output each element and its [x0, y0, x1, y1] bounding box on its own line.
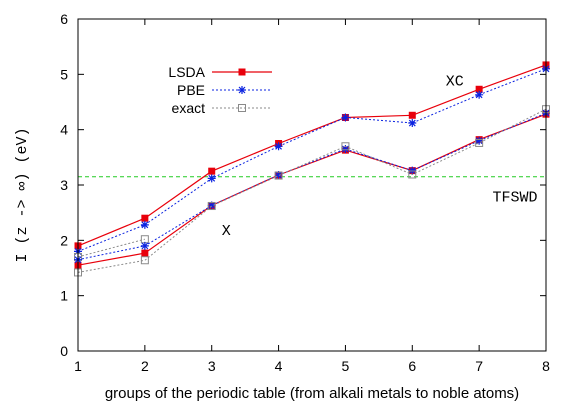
data-point — [274, 171, 283, 180]
data-point — [238, 86, 246, 94]
y-tick-label: 5 — [60, 66, 68, 82]
annotations: XC X TFSWD — [222, 73, 538, 239]
data-point — [274, 142, 283, 151]
data-point — [475, 136, 484, 145]
x-tick-label: 2 — [141, 358, 149, 374]
data-point — [238, 104, 246, 112]
x-tick-label: 3 — [208, 358, 216, 374]
y-tick-label: 6 — [60, 11, 68, 27]
data-point — [408, 111, 416, 119]
data-point — [207, 202, 216, 211]
legend: LSDA PBE exact — [168, 64, 272, 116]
series-line — [77, 68, 547, 252]
plot-frame — [77, 18, 547, 352]
data-point — [475, 138, 484, 147]
y-axis-label: I (z -> ∞) (eV) — [14, 127, 31, 262]
data-point — [208, 167, 216, 175]
data-point — [341, 113, 350, 122]
data-point — [207, 174, 216, 183]
x-tick-label: 5 — [342, 358, 350, 374]
y-tick-label: 4 — [60, 122, 68, 138]
y-tick-label: 2 — [60, 232, 68, 248]
series-line — [77, 238, 146, 258]
x-tick-label: 4 — [275, 358, 283, 374]
y-ticks: 0 1 2 3 4 5 6 — [60, 11, 546, 359]
data-point — [341, 145, 350, 154]
x-tick-label: 7 — [475, 358, 483, 374]
data-point — [141, 249, 149, 257]
x-tick-label: 8 — [542, 358, 550, 374]
series-line — [77, 113, 547, 266]
data-point — [408, 119, 417, 128]
annotation-tfswd: TFSWD — [493, 190, 538, 207]
annotation-xc: XC — [446, 73, 464, 90]
series-line — [77, 108, 547, 273]
series-line — [77, 112, 547, 261]
x-tick-label: 1 — [74, 358, 82, 374]
data-point — [475, 90, 484, 99]
series-line — [77, 64, 547, 247]
data-point — [238, 68, 246, 76]
series-x-exact — [74, 105, 550, 277]
series-xc-lsda — [74, 61, 550, 250]
annotation-x: X — [222, 223, 231, 240]
x-axis-label: groups of the periodic table (from alkal… — [105, 385, 519, 402]
data-point — [475, 85, 483, 93]
legend-label: LSDA — [168, 64, 205, 80]
legend-label: PBE — [177, 82, 205, 98]
y-tick-label: 1 — [60, 288, 68, 304]
data-point — [140, 241, 149, 250]
series-xc-pbe — [74, 64, 550, 256]
x-ticks: 1 2 3 4 5 6 7 8 — [74, 19, 550, 374]
data-point — [341, 142, 350, 151]
data-point — [408, 170, 417, 179]
data-point — [274, 171, 283, 180]
data-point — [140, 220, 149, 229]
y-tick-label: 0 — [60, 343, 68, 359]
data-point — [141, 214, 149, 222]
x-tick-label: 6 — [408, 358, 416, 374]
data-point — [140, 256, 149, 265]
series-x-pbe — [74, 109, 550, 264]
data-point — [207, 201, 216, 210]
legend-label: exact — [172, 100, 206, 116]
series-layer — [74, 61, 550, 277]
y-tick-label: 3 — [60, 177, 68, 193]
